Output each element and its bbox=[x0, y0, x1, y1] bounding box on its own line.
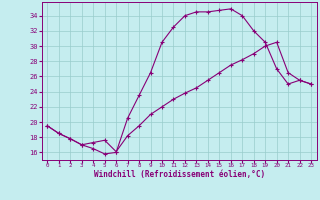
X-axis label: Windchill (Refroidissement éolien,°C): Windchill (Refroidissement éolien,°C) bbox=[94, 170, 265, 179]
